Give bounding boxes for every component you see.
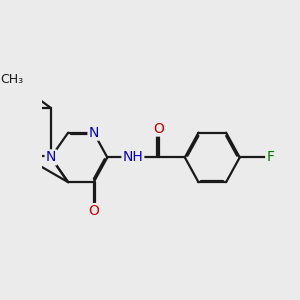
Text: N: N bbox=[88, 126, 99, 140]
Text: NH: NH bbox=[122, 150, 143, 164]
Text: F: F bbox=[266, 150, 274, 164]
Text: O: O bbox=[88, 204, 99, 218]
Text: CH₃: CH₃ bbox=[0, 73, 23, 85]
Text: N: N bbox=[46, 150, 56, 164]
Text: O: O bbox=[153, 122, 164, 136]
